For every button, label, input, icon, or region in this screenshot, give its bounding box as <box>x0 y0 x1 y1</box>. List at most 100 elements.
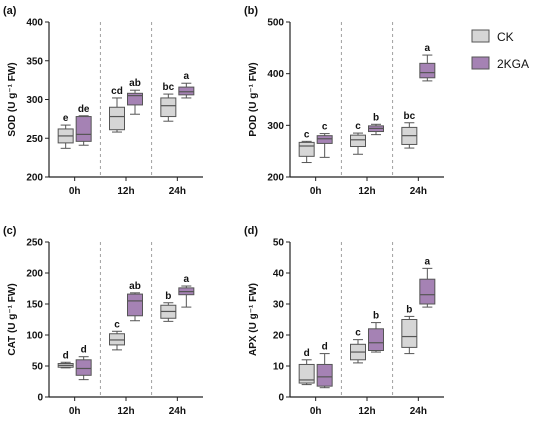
box-ck: b <box>160 291 177 322</box>
legend-swatch <box>471 29 490 43</box>
box-ck: d <box>298 348 315 386</box>
box-2kga: ab <box>127 281 143 322</box>
box-iqr <box>298 141 315 157</box>
panel-letter: (c) <box>3 225 17 237</box>
panel-letter: (d) <box>244 225 258 237</box>
significance-label: e <box>63 113 69 124</box>
box-ck: bc <box>160 82 177 122</box>
legend-label: CK <box>497 30 514 44</box>
y-tick-label: 10 <box>273 362 285 373</box>
significance-label: a <box>184 71 190 82</box>
box-iqr <box>178 86 195 96</box>
box-iqr <box>368 328 384 351</box>
box-ck: c <box>350 328 366 364</box>
y-axis-label: SOD (U g⁻¹ FW) <box>7 62 18 136</box>
box-2kga: de <box>75 104 92 146</box>
box-ck: cd <box>109 86 125 133</box>
x-tick-label: 24h <box>410 406 427 417</box>
y-tick-label: 400 <box>267 69 284 80</box>
box-iqr <box>316 363 333 387</box>
significance-label: c <box>355 121 361 132</box>
significance-label: c <box>322 122 328 133</box>
box-ck: d <box>57 350 74 369</box>
box-iqr <box>401 319 418 348</box>
box-ck: b <box>401 304 418 355</box>
box-2kga: b <box>368 112 384 136</box>
panel-1: (a) 200 250 300 350 400 SOD (U g⁻¹ FW) 0h 12h 24h… <box>3 5 203 197</box>
significance-label: cd <box>111 86 123 97</box>
x-tick-label: 12h <box>358 406 375 417</box>
box-2kga: c <box>316 122 333 158</box>
box-iqr <box>350 134 366 148</box>
significance-label: d <box>304 348 310 359</box>
box-2kga: b <box>368 311 384 353</box>
y-tick-label: 200 <box>267 173 284 184</box>
box-iqr <box>316 135 333 144</box>
y-tick-label: 20 <box>273 331 285 342</box>
significance-label: ab <box>129 281 141 292</box>
box-2kga: d <box>75 345 92 381</box>
x-tick-label: 0h <box>69 186 81 197</box>
box-iqr <box>75 359 92 376</box>
panel-letter: (a) <box>3 5 17 17</box>
panel-2: (b) 200 300 400 500 POD (U g⁻¹ FW) 0h 12h 24h c c b… <box>244 5 444 197</box>
x-tick-label: 12h <box>117 186 134 197</box>
y-tick-label: 250 <box>26 238 43 249</box>
x-tick-label: 12h <box>358 186 375 197</box>
legend: CK 2KGA <box>471 29 529 71</box>
significance-label: a <box>184 274 190 285</box>
box-iqr <box>298 363 315 384</box>
legend-swatch <box>471 56 490 70</box>
y-tick-label: 50 <box>32 362 44 373</box>
panel-letter: (b) <box>244 5 258 17</box>
significance-label: a <box>425 256 431 267</box>
y-tick-label: 150 <box>26 300 43 311</box>
box-iqr <box>75 116 92 142</box>
x-tick-label: 0h <box>310 186 322 197</box>
box-ck: c <box>298 129 315 164</box>
box-2kga: a <box>419 256 436 308</box>
y-tick-label: 0 <box>278 393 284 404</box>
box-2kga: a <box>178 274 195 308</box>
significance-label: b <box>165 291 171 302</box>
x-tick-label: 12h <box>117 406 134 417</box>
significance-label: d <box>63 350 69 361</box>
significance-label: bc <box>162 82 174 93</box>
y-tick-label: 250 <box>26 134 43 145</box>
significance-label: b <box>373 311 379 322</box>
y-tick-label: 40 <box>273 269 285 280</box>
box-2kga: a <box>419 43 436 82</box>
box-iqr <box>127 293 143 317</box>
significance-label: a <box>425 43 431 54</box>
y-tick-label: 500 <box>267 18 284 29</box>
box-iqr <box>109 333 125 346</box>
panel-3: (c) 0 50 100 150 200 250 CAT (U g⁻¹ FW) 0h 12h 24h… <box>3 225 203 417</box>
y-tick-label: 200 <box>26 269 43 280</box>
significance-label: c <box>355 328 361 339</box>
box-ck: bc <box>401 111 418 149</box>
box-ck: c <box>109 319 125 351</box>
y-tick-label: 0 <box>37 393 43 404</box>
y-tick-label: 400 <box>26 18 43 29</box>
y-axis-label: POD (U g⁻¹ FW) <box>248 62 259 136</box>
significance-label: c <box>114 319 120 330</box>
legend-item: CK <box>471 29 514 44</box>
legend-item: 2KGA <box>471 56 529 71</box>
box-2kga: a <box>178 71 195 99</box>
box-iqr <box>160 97 177 118</box>
x-tick-label: 24h <box>169 406 186 417</box>
box-iqr <box>419 62 436 79</box>
y-axis-label: APX (U g⁻¹ FW) <box>248 283 259 356</box>
box-iqr <box>127 92 143 106</box>
x-tick-label: 0h <box>69 406 81 417</box>
x-tick-label: 24h <box>410 186 427 197</box>
y-tick-label: 50 <box>273 238 285 249</box>
significance-label: de <box>78 104 90 115</box>
y-tick-label: 100 <box>26 331 43 342</box>
significance-label: d <box>322 342 328 353</box>
box-iqr <box>109 106 125 131</box>
legend-label: 2KGA <box>497 57 529 71</box>
y-tick-label: 300 <box>26 95 43 106</box>
